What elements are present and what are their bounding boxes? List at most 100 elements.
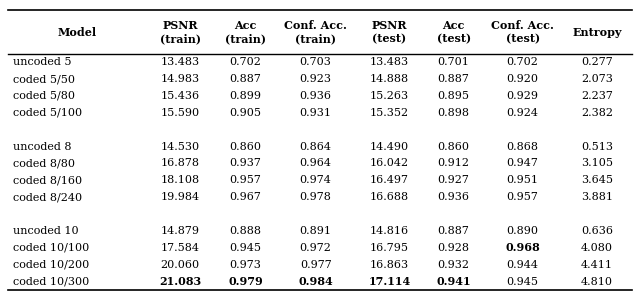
- Text: 15.436: 15.436: [161, 91, 200, 101]
- Text: 0.945: 0.945: [230, 243, 262, 253]
- Text: 14.888: 14.888: [370, 74, 409, 84]
- Text: 0.924: 0.924: [507, 108, 539, 118]
- Text: 0.860: 0.860: [230, 141, 262, 152]
- Text: uncoded 8: uncoded 8: [13, 141, 71, 152]
- Text: 17.584: 17.584: [161, 243, 200, 253]
- Text: coded 5/100: coded 5/100: [13, 108, 82, 118]
- Text: 15.590: 15.590: [161, 108, 200, 118]
- Text: 0.895: 0.895: [438, 91, 470, 101]
- Text: 0.968: 0.968: [505, 242, 540, 253]
- Text: coded 8/240: coded 8/240: [13, 192, 82, 202]
- Text: 0.636: 0.636: [581, 226, 613, 236]
- Text: 2.382: 2.382: [581, 108, 613, 118]
- Text: 0.864: 0.864: [300, 141, 332, 152]
- Text: 13.483: 13.483: [161, 57, 200, 67]
- Text: 0.920: 0.920: [507, 74, 539, 84]
- Text: Conf. Acc.
(train): Conf. Acc. (train): [284, 20, 347, 44]
- Text: 0.513: 0.513: [581, 141, 613, 152]
- Text: 18.108: 18.108: [161, 175, 200, 185]
- Text: 0.972: 0.972: [300, 243, 332, 253]
- Text: 0.703: 0.703: [300, 57, 332, 67]
- Text: Acc
(train): Acc (train): [225, 20, 266, 44]
- Text: 0.701: 0.701: [438, 57, 470, 67]
- Text: 0.888: 0.888: [230, 226, 262, 236]
- Text: Entropy: Entropy: [572, 27, 622, 38]
- Text: coded 10/300: coded 10/300: [13, 277, 89, 287]
- Text: 13.483: 13.483: [370, 57, 409, 67]
- Text: 0.977: 0.977: [300, 260, 332, 270]
- Text: 14.816: 14.816: [370, 226, 409, 236]
- Text: 0.923: 0.923: [300, 74, 332, 84]
- Text: 0.277: 0.277: [581, 57, 613, 67]
- Text: 0.936: 0.936: [300, 91, 332, 101]
- Text: 0.891: 0.891: [300, 226, 332, 236]
- Text: 3.881: 3.881: [581, 192, 613, 202]
- Text: 0.905: 0.905: [230, 108, 262, 118]
- Text: 2.237: 2.237: [581, 91, 613, 101]
- Text: 0.927: 0.927: [438, 175, 470, 185]
- Text: PSNR
(test): PSNR (test): [372, 20, 407, 44]
- Text: 4.411: 4.411: [581, 260, 613, 270]
- Text: 3.645: 3.645: [581, 175, 613, 185]
- Text: 20.060: 20.060: [161, 260, 200, 270]
- Text: 0.912: 0.912: [438, 158, 470, 168]
- Text: 4.080: 4.080: [581, 243, 613, 253]
- Text: coded 5/50: coded 5/50: [13, 74, 75, 84]
- Text: 0.974: 0.974: [300, 175, 332, 185]
- Text: 0.890: 0.890: [507, 226, 539, 236]
- Text: Acc
(test): Acc (test): [436, 20, 470, 44]
- Text: 19.984: 19.984: [161, 192, 200, 202]
- Text: 0.945: 0.945: [507, 277, 539, 287]
- Text: 0.944: 0.944: [507, 260, 539, 270]
- Text: 16.878: 16.878: [161, 158, 200, 168]
- Text: 0.899: 0.899: [230, 91, 262, 101]
- Text: 21.083: 21.083: [159, 276, 202, 287]
- Text: 0.928: 0.928: [438, 243, 470, 253]
- Text: 0.887: 0.887: [438, 74, 470, 84]
- Text: 0.937: 0.937: [230, 158, 262, 168]
- Text: uncoded 10: uncoded 10: [13, 226, 78, 236]
- Text: 0.868: 0.868: [507, 141, 539, 152]
- Text: 14.490: 14.490: [370, 141, 409, 152]
- Text: coded 10/200: coded 10/200: [13, 260, 89, 270]
- Text: 0.957: 0.957: [507, 192, 539, 202]
- Text: coded 5/80: coded 5/80: [13, 91, 75, 101]
- Text: coded 10/100: coded 10/100: [13, 243, 89, 253]
- Text: 16.688: 16.688: [370, 192, 409, 202]
- Text: 0.887: 0.887: [230, 74, 262, 84]
- Text: coded 8/160: coded 8/160: [13, 175, 82, 185]
- Text: 0.932: 0.932: [438, 260, 470, 270]
- Text: 3.105: 3.105: [581, 158, 613, 168]
- Text: 14.530: 14.530: [161, 141, 200, 152]
- Text: 14.879: 14.879: [161, 226, 200, 236]
- Text: 14.983: 14.983: [161, 74, 200, 84]
- Text: uncoded 5: uncoded 5: [13, 57, 71, 67]
- Text: 0.702: 0.702: [230, 57, 262, 67]
- Text: 0.978: 0.978: [300, 192, 332, 202]
- Text: PSNR
(train): PSNR (train): [160, 20, 201, 44]
- Text: 0.984: 0.984: [298, 276, 333, 287]
- Text: 0.860: 0.860: [438, 141, 470, 152]
- Text: 2.073: 2.073: [581, 74, 613, 84]
- Text: 0.941: 0.941: [436, 276, 471, 287]
- Text: 0.898: 0.898: [438, 108, 470, 118]
- Text: 0.929: 0.929: [507, 91, 539, 101]
- Text: 16.497: 16.497: [370, 175, 409, 185]
- Text: 0.887: 0.887: [438, 226, 470, 236]
- Text: 0.936: 0.936: [438, 192, 470, 202]
- Text: 15.263: 15.263: [370, 91, 409, 101]
- Text: 4.810: 4.810: [581, 277, 613, 287]
- Text: 0.957: 0.957: [230, 175, 262, 185]
- Text: 0.979: 0.979: [228, 276, 263, 287]
- Text: 16.042: 16.042: [370, 158, 409, 168]
- Text: 0.702: 0.702: [507, 57, 539, 67]
- Text: 0.951: 0.951: [507, 175, 539, 185]
- Text: coded 8/80: coded 8/80: [13, 158, 75, 168]
- Text: 0.973: 0.973: [230, 260, 262, 270]
- Text: 0.967: 0.967: [230, 192, 262, 202]
- Text: 0.931: 0.931: [300, 108, 332, 118]
- Text: 17.114: 17.114: [368, 276, 410, 287]
- Text: 0.947: 0.947: [507, 158, 539, 168]
- Text: 0.964: 0.964: [300, 158, 332, 168]
- Text: 15.352: 15.352: [370, 108, 409, 118]
